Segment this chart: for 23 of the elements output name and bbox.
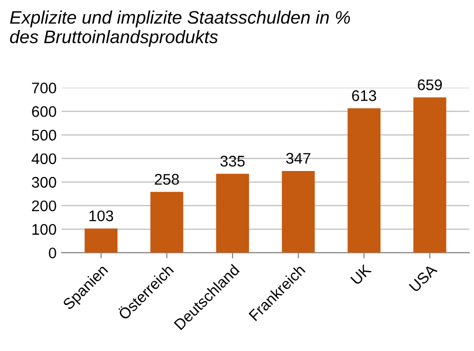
y-tick-label: 0: [48, 248, 56, 258]
y-tick-label: 100: [32, 224, 56, 235]
y-tick-label: 200: [32, 200, 56, 212]
bar: [348, 108, 380, 253]
data-label: 335: [220, 156, 245, 167]
data-label: 258: [154, 174, 179, 185]
y-tick-label: 400: [32, 153, 56, 164]
bar: [413, 97, 446, 253]
data-label: 103: [89, 210, 114, 222]
data-label: 347: [286, 152, 310, 164]
bar: [282, 170, 315, 253]
chart-title: Explizite und implizite Staatsschulden in % des Bruttoinlandsprodukts: [10, 10, 350, 47]
y-tick-label: 500: [32, 130, 56, 141]
y-tick-label: 300: [32, 176, 56, 188]
y-tick-label: 600: [32, 106, 56, 118]
x-tick-label: USA: [408, 263, 438, 292]
y-tick-label: 700: [32, 82, 56, 94]
data-label: 659: [418, 79, 442, 90]
bar: [150, 192, 184, 253]
bar: [84, 228, 118, 253]
x-tick-label: UK: [350, 264, 372, 286]
bar: [216, 174, 250, 253]
data-label: 613: [352, 90, 376, 102]
